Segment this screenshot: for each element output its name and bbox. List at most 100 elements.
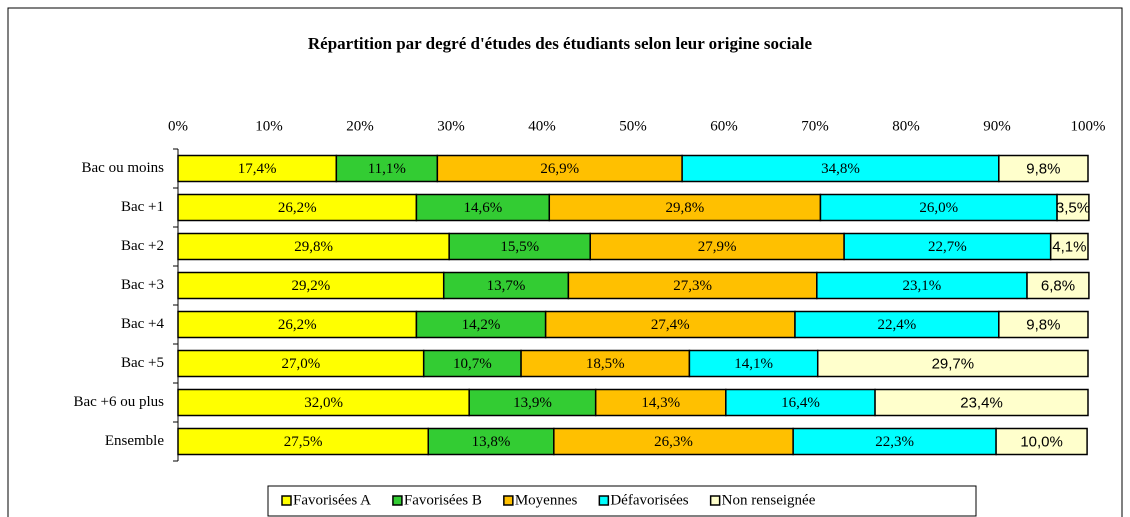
- bar-segment: [794, 310, 1000, 339]
- bar-segment: [843, 232, 1052, 261]
- bar-segment: [177, 388, 470, 417]
- bar-segment: [177, 349, 425, 378]
- data-label: 23,4%: [960, 394, 1003, 411]
- bar-segment: [998, 154, 1089, 183]
- bar-segment: [442, 271, 570, 300]
- x-tick-label: 50%: [619, 118, 647, 134]
- data-label: 15,5%: [500, 239, 539, 255]
- bar-segment: [415, 310, 547, 339]
- bar-segment: [594, 388, 727, 417]
- bar-segment: [816, 349, 1089, 378]
- data-label: 27,4%: [651, 317, 690, 333]
- data-label: 6,8%: [1041, 277, 1075, 294]
- legend-label: Favorisées A: [293, 492, 371, 508]
- data-label: 27,0%: [281, 356, 320, 372]
- legend-label: Favorisées B: [404, 492, 482, 508]
- bar-segment: [177, 232, 450, 261]
- bar-segment: [544, 310, 796, 339]
- data-label: 17,4%: [238, 161, 277, 177]
- bar-segment: [816, 271, 1028, 300]
- bar-segment: [998, 310, 1089, 339]
- data-label: 29,8%: [294, 239, 333, 255]
- y-tick-label: Bac +3: [121, 277, 164, 293]
- data-label: 10,0%: [1020, 433, 1063, 450]
- data-label: 29,8%: [665, 200, 704, 216]
- y-tick-label: Bac +5: [121, 355, 164, 371]
- y-tick-label: Bac ou moins: [82, 160, 165, 176]
- data-label: 14,2%: [462, 317, 501, 333]
- data-label: 26,3%: [654, 434, 693, 450]
- data-label: 29,7%: [932, 355, 975, 372]
- x-tick-label: 90%: [983, 118, 1011, 134]
- bar-segment: [448, 232, 591, 261]
- legend-swatch: [598, 495, 610, 506]
- legend-swatch: [503, 495, 514, 506]
- bar-segment: [177, 193, 418, 222]
- bar-segment: [177, 427, 429, 456]
- bar-segment: [1026, 271, 1090, 300]
- data-label: 14,1%: [734, 356, 773, 372]
- data-label: 9,8%: [1026, 316, 1060, 333]
- data-label: 13,8%: [472, 434, 511, 450]
- x-tick-label: 80%: [892, 118, 920, 134]
- data-label: 29,2%: [291, 278, 330, 294]
- data-label: 26,9%: [540, 161, 579, 177]
- y-tick-label: Bac +6 ou plus: [73, 394, 164, 410]
- data-label: 3,5%: [1056, 199, 1090, 216]
- bar-segment: [725, 388, 876, 417]
- y-tick-label: Bac +4: [121, 316, 165, 332]
- y-tick-label: Bac +1: [121, 199, 164, 215]
- bar-segment: [1056, 193, 1090, 222]
- data-label: 13,7%: [487, 278, 526, 294]
- legend-label: Non renseignée: [722, 492, 816, 508]
- legend-label: Moyennes: [515, 492, 578, 508]
- data-label: 11,1%: [368, 161, 406, 177]
- data-label: 27,5%: [284, 434, 323, 450]
- x-tick-label: 60%: [710, 118, 738, 134]
- data-label: 18,5%: [586, 356, 625, 372]
- data-label: 14,6%: [463, 200, 502, 216]
- bar-segment: [874, 388, 1089, 417]
- legend-box: [267, 485, 977, 517]
- data-label: 27,9%: [698, 239, 737, 255]
- data-label: 26,0%: [919, 200, 958, 216]
- bar-segment: [819, 193, 1058, 222]
- data-label: 4,1%: [1052, 238, 1086, 255]
- legend-swatch: [709, 495, 721, 506]
- chart-title: Répartition par degré d'études des étudi…: [308, 34, 813, 53]
- data-label: 27,3%: [673, 278, 712, 294]
- data-label: 22,3%: [875, 434, 914, 450]
- x-tick-label: 30%: [437, 118, 465, 134]
- bar-segment: [415, 193, 551, 222]
- data-label: 10,7%: [453, 356, 492, 372]
- data-label: 23,1%: [903, 278, 942, 294]
- data-label: 22,4%: [878, 317, 917, 333]
- data-label: 32,0%: [304, 395, 343, 411]
- legend-swatch: [392, 495, 403, 506]
- y-tick-label: Ensemble: [105, 433, 164, 449]
- x-tick-label: 70%: [801, 118, 829, 134]
- bar-segment: [1049, 232, 1089, 261]
- bar-segment: [589, 232, 845, 261]
- bar-segment: [468, 388, 597, 417]
- data-label: 34,8%: [821, 161, 860, 177]
- data-label: 26,2%: [278, 200, 317, 216]
- bar-segment: [177, 271, 445, 300]
- x-tick-label: 10%: [255, 118, 283, 134]
- data-label: 16,4%: [781, 395, 820, 411]
- data-label: 26,2%: [278, 317, 317, 333]
- data-label: 22,7%: [928, 239, 967, 255]
- data-label: 9,8%: [1026, 160, 1060, 177]
- legend-swatch: [281, 495, 292, 506]
- bar-segment: [995, 427, 1088, 456]
- data-label: 14,3%: [641, 395, 680, 411]
- legend-label: Défavorisées: [610, 492, 688, 508]
- x-tick-label: 100%: [1071, 118, 1106, 134]
- data-label: 13,9%: [513, 395, 552, 411]
- x-tick-label: 20%: [346, 118, 374, 134]
- x-tick-label: 0%: [168, 118, 188, 134]
- x-tick-label: 40%: [528, 118, 556, 134]
- bar-segment: [520, 349, 691, 378]
- y-tick-label: Bac +2: [121, 238, 164, 254]
